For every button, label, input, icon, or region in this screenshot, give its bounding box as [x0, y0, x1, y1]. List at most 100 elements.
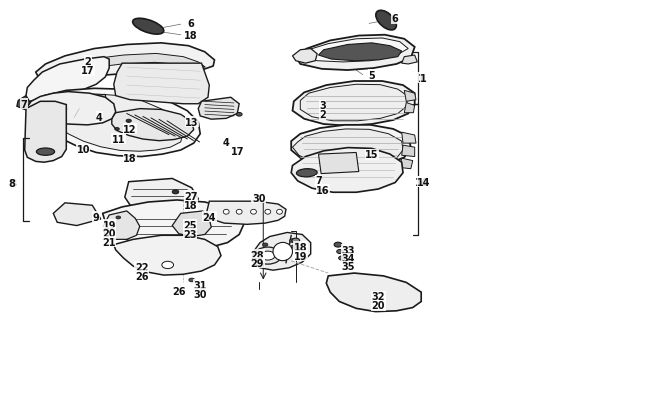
Text: 2: 2 [84, 57, 91, 66]
Text: 32: 32 [372, 292, 385, 301]
Polygon shape [114, 236, 221, 275]
Text: 9: 9 [93, 212, 99, 222]
Text: 4: 4 [96, 113, 103, 122]
Polygon shape [73, 95, 107, 117]
Text: 6: 6 [187, 19, 194, 29]
Text: 8: 8 [8, 178, 15, 188]
Ellipse shape [224, 210, 229, 215]
Text: 1: 1 [418, 74, 424, 83]
Text: 26: 26 [135, 271, 148, 281]
Text: 7: 7 [315, 176, 322, 185]
Polygon shape [296, 36, 415, 71]
Polygon shape [27, 89, 200, 157]
Polygon shape [44, 54, 205, 78]
Ellipse shape [172, 190, 179, 194]
Polygon shape [26, 92, 116, 126]
Polygon shape [17, 96, 38, 110]
Text: 22: 22 [135, 262, 148, 272]
Ellipse shape [251, 210, 256, 215]
Text: 5: 5 [369, 70, 375, 80]
Text: 34: 34 [341, 254, 354, 263]
Text: 33: 33 [341, 245, 354, 255]
Text: 24: 24 [203, 212, 216, 222]
Text: 19: 19 [103, 220, 116, 230]
Text: 18: 18 [185, 201, 198, 211]
Polygon shape [114, 64, 209, 104]
Text: 25: 25 [183, 220, 196, 230]
Text: 4: 4 [223, 138, 229, 147]
Text: 6: 6 [392, 15, 398, 24]
Polygon shape [112, 109, 194, 141]
Polygon shape [317, 176, 348, 188]
Ellipse shape [294, 247, 301, 251]
Polygon shape [26, 58, 109, 102]
Text: 20: 20 [372, 301, 385, 310]
Polygon shape [402, 133, 416, 144]
Ellipse shape [261, 252, 275, 260]
Text: 21: 21 [103, 237, 116, 247]
Ellipse shape [237, 210, 242, 215]
Ellipse shape [339, 256, 345, 260]
Polygon shape [300, 85, 408, 122]
Text: 15: 15 [365, 150, 378, 160]
Text: 28: 28 [251, 250, 264, 260]
Ellipse shape [114, 128, 120, 131]
Polygon shape [291, 126, 411, 168]
Text: 12: 12 [124, 125, 136, 134]
Ellipse shape [334, 243, 342, 247]
Ellipse shape [162, 262, 174, 269]
Polygon shape [172, 211, 211, 237]
Ellipse shape [376, 11, 396, 31]
Ellipse shape [290, 239, 295, 243]
Ellipse shape [237, 113, 242, 117]
Polygon shape [400, 159, 413, 169]
Polygon shape [36, 95, 183, 152]
Text: 10: 10 [77, 145, 90, 155]
Text: 35: 35 [341, 262, 354, 271]
Ellipse shape [188, 279, 195, 282]
Polygon shape [207, 202, 286, 225]
Text: 17: 17 [231, 147, 244, 156]
Polygon shape [402, 56, 417, 65]
Text: 20: 20 [103, 228, 116, 238]
Text: 2: 2 [319, 110, 326, 120]
Text: 11: 11 [112, 134, 125, 144]
Ellipse shape [36, 149, 55, 156]
Ellipse shape [199, 288, 204, 291]
Text: 18: 18 [184, 31, 197, 40]
Polygon shape [318, 44, 402, 62]
Ellipse shape [126, 120, 131, 123]
Polygon shape [291, 148, 403, 193]
Polygon shape [53, 203, 101, 226]
Polygon shape [79, 98, 104, 114]
Polygon shape [402, 146, 415, 157]
Polygon shape [292, 82, 415, 126]
Text: 13: 13 [185, 117, 198, 127]
Text: 18: 18 [124, 154, 136, 164]
Polygon shape [404, 91, 416, 102]
Polygon shape [103, 211, 140, 240]
Text: 23: 23 [183, 229, 196, 239]
Text: 16: 16 [317, 185, 330, 195]
Text: 19: 19 [294, 251, 307, 261]
Ellipse shape [263, 243, 268, 247]
Polygon shape [300, 39, 408, 63]
Ellipse shape [291, 245, 296, 249]
Ellipse shape [273, 243, 292, 261]
Ellipse shape [337, 250, 343, 254]
Ellipse shape [116, 217, 121, 220]
Text: 8: 8 [10, 178, 16, 188]
Text: 17: 17 [81, 66, 94, 76]
Polygon shape [252, 233, 311, 271]
Text: 14: 14 [415, 177, 428, 187]
Polygon shape [404, 103, 415, 113]
Polygon shape [103, 200, 244, 250]
Text: 30: 30 [194, 289, 207, 299]
Text: 14: 14 [417, 177, 430, 187]
Text: 7: 7 [21, 100, 27, 109]
Ellipse shape [277, 210, 282, 215]
Polygon shape [292, 130, 403, 166]
Polygon shape [326, 273, 421, 312]
Text: 27: 27 [185, 191, 198, 201]
Ellipse shape [292, 239, 300, 243]
